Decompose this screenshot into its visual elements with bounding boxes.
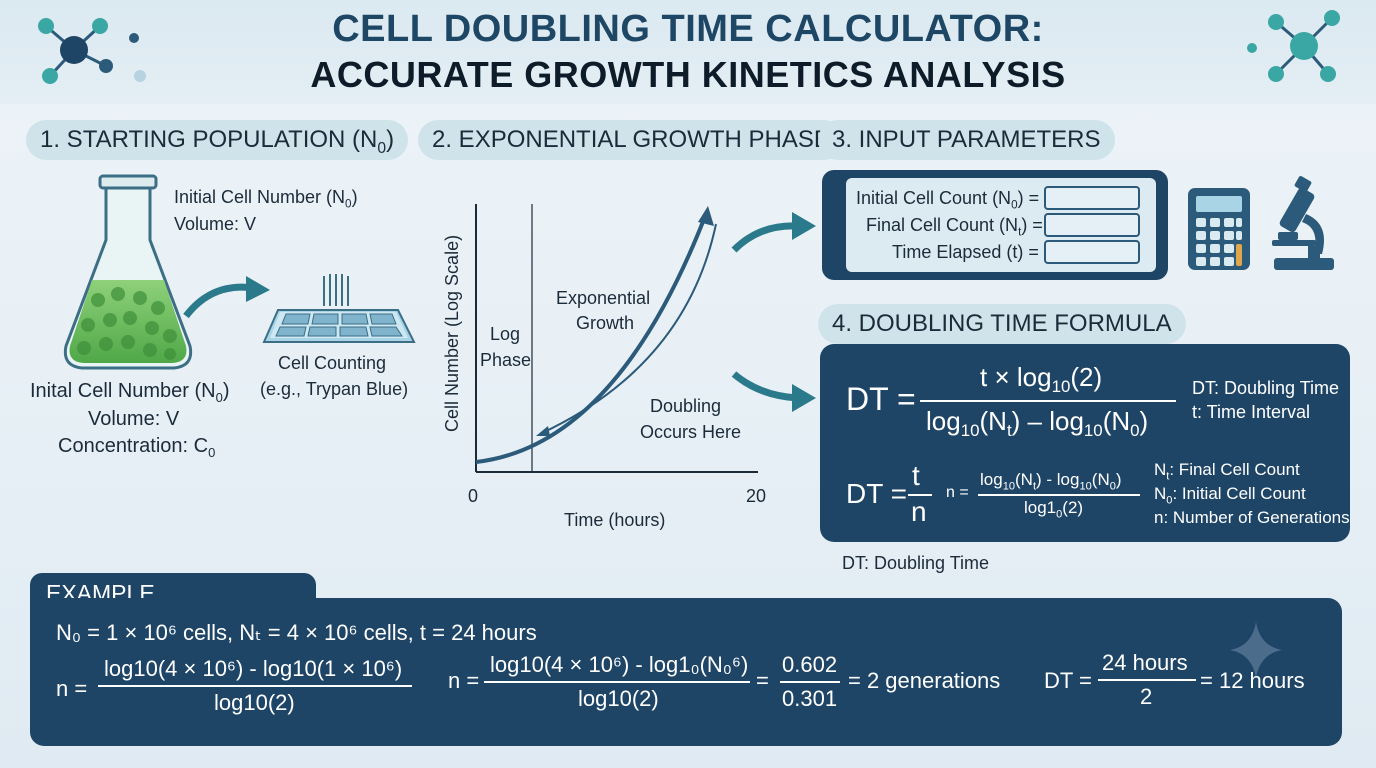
flask-icon: [63, 174, 193, 370]
time-elapsed-label: Time Elapsed (t) =: [892, 242, 1039, 262]
example-panel: [30, 598, 1342, 746]
exp-growth-label-2: Growth: [576, 313, 634, 333]
doubling-label-1: Doubling: [650, 396, 721, 416]
legend-time-interval: t: Time Interval: [1192, 402, 1311, 422]
example-n2-fraction-line: [484, 681, 750, 683]
section-3-label: 3. INPUT PARAMETERS: [818, 120, 1115, 160]
molecule-icon-left: [38, 18, 146, 84]
log-phase-label-1: Log: [490, 324, 520, 344]
header: CELL DOUBLING TIME CALCULATOR: ACCURATE …: [0, 0, 1376, 104]
legend-generations: n: Number of Generations: [1154, 508, 1350, 527]
y-axis-label: Cell Number (Log Scale): [442, 235, 462, 432]
example-n1-numerator: log10(4 × 10⁶) - log10(1 × 10⁶): [104, 656, 403, 681]
formula-main-denominator: log10(Nt) – log10(N0): [926, 406, 1149, 441]
growth-chart: 0 20 Time (hours) Cell Number (Log Scale…: [442, 204, 766, 530]
example-n1-fraction-line: [98, 685, 412, 687]
example-n2-eq: n =: [448, 668, 480, 693]
example-ratio-numerator: 0.602: [782, 652, 838, 677]
example-dt-fraction-line: [1098, 679, 1196, 681]
initial-count-label: Initial Cell Count (N0) =: [856, 188, 1040, 212]
legend-final-count: Nt: Final Cell Count: [1154, 460, 1300, 483]
n-formula-eq: n =: [946, 484, 969, 501]
title-line-1: CELL DOUBLING TIME CALCULATOR:: [332, 8, 1044, 50]
exp-growth-label-1: Exponential: [556, 288, 650, 308]
example-ratio-fraction-line: [780, 681, 840, 683]
section-1-label: 1. STARTING POPULATION (N0): [26, 120, 409, 160]
formula-dt: DT =: [846, 381, 916, 417]
x-axis-label: Time (hours): [564, 510, 665, 530]
example-generations: = 2 generations: [848, 668, 1001, 693]
flask-label-2: Volume: V: [174, 214, 257, 234]
section-4-label: 4. DOUBLING TIME FORMULA: [818, 304, 1186, 344]
n-formula-numerator: log10(Nt) - log10(N0): [980, 470, 1122, 493]
bottom-label-2: Volume: V: [88, 408, 180, 430]
n-formula-denominator: log10(2): [1024, 498, 1084, 521]
final-count-field[interactable]: [1044, 213, 1140, 237]
x-tick-20: 20: [746, 486, 766, 506]
example-n1-eq: n =: [56, 676, 88, 701]
n-formula-fraction-line: [978, 494, 1140, 496]
formula-main-fraction-line: [920, 400, 1176, 402]
to-inputs-arrow: [731, 212, 816, 253]
formula2-dt: DT =: [846, 478, 907, 509]
example-dt-denominator: 2: [1140, 684, 1153, 709]
bottom-label-1: Inital Cell Number (N0): [30, 380, 230, 405]
legend-initial-count: N0: Initial Cell Count: [1154, 484, 1306, 507]
example-given: N₀ = 1 × 10⁶ cells, Nₜ = 4 × 10⁶ cells, …: [56, 620, 537, 645]
x-tick-0: 0: [468, 486, 478, 506]
sparkle-icon: [1230, 622, 1282, 678]
formula2-fraction-line: [908, 494, 932, 496]
final-count-label: Final Cell Count (Nt) =: [866, 215, 1043, 239]
formula2-t: t: [912, 460, 920, 491]
bottom-label-3: Concentration: C0: [58, 435, 216, 460]
counting-label-2: (e.g., Trypan Blue): [260, 379, 409, 399]
example-ratio-denominator: 0.301: [782, 686, 838, 711]
legend-doubling-time: DT: Doubling Time: [1192, 378, 1340, 398]
section-2-label: 2. EXPONENTIAL GROWTH PHASE: [418, 120, 844, 160]
title-line-2: ACCURATE GROWTH KINETICS ANALYSIS: [310, 54, 1066, 95]
example-n2-numerator: log10(4 × 10⁶) - log1₀(N₀⁶): [490, 652, 749, 677]
microscope-icon: [1272, 176, 1334, 270]
formula2-n: n: [911, 496, 927, 527]
formula-main-numerator: t × log10(2): [980, 362, 1103, 397]
molecule-icon-right: [1247, 10, 1340, 82]
counting-label-1: Cell Counting: [278, 353, 387, 373]
growth-curve: [475, 213, 708, 464]
formula-panel: [820, 344, 1350, 542]
example-dt-result: = 12 hours: [1200, 668, 1305, 693]
example-dt-eq: DT =: [1044, 668, 1092, 693]
calculator-icon: [1188, 188, 1250, 270]
doubling-arrow: [539, 223, 717, 435]
doubling-label-2: Occurs Here: [640, 422, 741, 442]
formula-note: DT: Doubling Time: [842, 553, 990, 573]
log-phase-label-2: Phase: [480, 350, 531, 370]
time-elapsed-field[interactable]: [1044, 240, 1140, 264]
flask-label-1: Initial Cell Number (N0): [174, 187, 358, 211]
to-formula-arrow: [731, 371, 816, 412]
example-dt-numerator: 24 hours: [1102, 650, 1188, 675]
example-equals: =: [756, 668, 769, 693]
counting-chamber-icon: [262, 274, 416, 343]
flask-to-counter-arrow: [183, 276, 270, 319]
example-n1-denominator: log10(2): [214, 690, 295, 715]
initial-count-field[interactable]: [1044, 186, 1140, 210]
example-n2-denominator: log10(2): [578, 686, 659, 711]
